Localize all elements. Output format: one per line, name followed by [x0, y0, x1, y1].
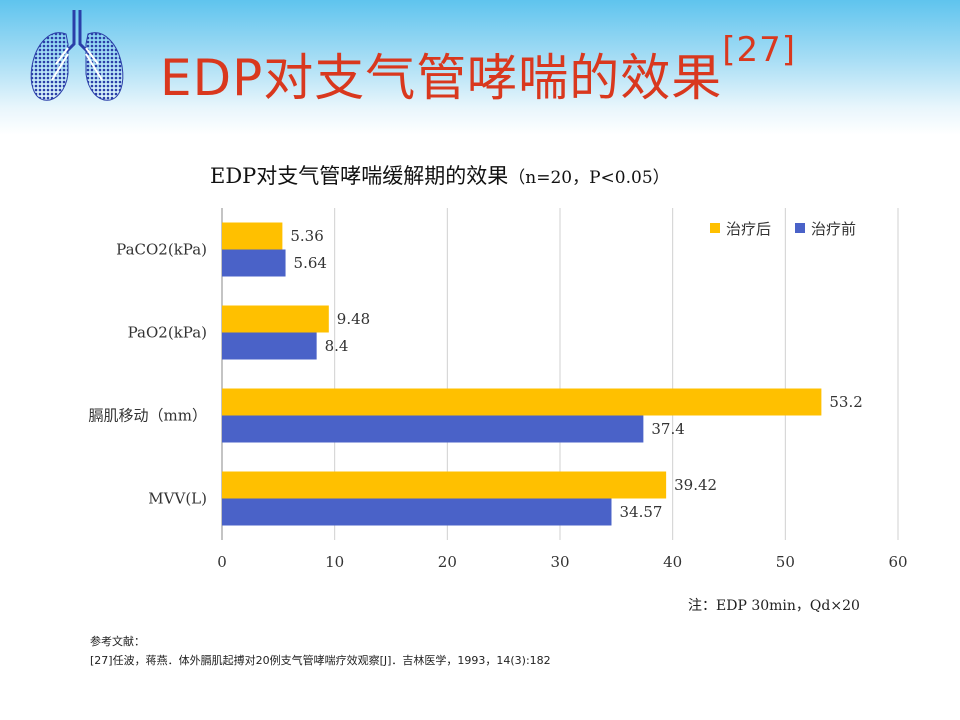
x-tick-label: 10: [325, 553, 344, 571]
references: 参考文献： [27]任波，蒋燕．体外膈肌起搏对20例支气管哮喘疗效观察[J]．吉…: [90, 632, 551, 670]
x-tick-label: 20: [438, 553, 457, 571]
legend-swatch: [710, 223, 720, 233]
chart-title: EDP对支气管哮喘缓解期的效果（n=20，P<0.05）: [210, 160, 670, 190]
chart-title-text: EDP对支气管哮喘缓解期的效果: [210, 164, 509, 188]
chart-note: 注：EDP 30min，Qd×20: [688, 598, 860, 614]
y-category-label: PaO2(kPa): [128, 324, 207, 342]
bar: [222, 222, 283, 250]
header-band: [0, 0, 960, 135]
slide-title-text: EDP对支气管哮喘的效果: [160, 49, 723, 107]
legend-swatch: [795, 223, 805, 233]
references-heading: 参考文献：: [90, 635, 145, 648]
bar: [222, 388, 822, 416]
legend-label: 治疗前: [811, 220, 856, 238]
data-label: 39.42: [674, 476, 717, 494]
y-category-label: 膈肌移动（mm）: [89, 407, 207, 425]
data-label: 8.4: [325, 337, 349, 355]
legend-label: 治疗后: [726, 220, 771, 238]
x-tick-label: 0: [217, 553, 227, 571]
bar: [222, 332, 317, 360]
data-label: 9.48: [337, 310, 370, 328]
bar: [222, 249, 286, 277]
reference-item: [27]任波，蒋燕．体外膈肌起搏对20例支气管哮喘疗效观察[J]．吉林医学，19…: [90, 654, 551, 667]
bar: [222, 471, 667, 499]
y-category-label: PaCO2(kPa): [116, 241, 207, 259]
data-label: 37.4: [651, 420, 684, 438]
slide-title: EDP对支气管哮喘的效果[27]: [160, 30, 796, 110]
data-label: 53.2: [829, 393, 862, 411]
bar: [222, 415, 644, 443]
data-label: 34.57: [619, 503, 662, 521]
lungs-logo-icon: [30, 10, 124, 101]
chart-subtitle: （n=20，P<0.05）: [508, 168, 670, 188]
slide-title-ref: [27]: [722, 30, 797, 70]
bar: [222, 305, 329, 333]
x-tick-label: 60: [888, 553, 907, 571]
y-category-label: MVV(L): [148, 490, 207, 508]
x-tick-label: 30: [550, 553, 569, 571]
x-tick-label: 50: [776, 553, 795, 571]
bar: [222, 498, 612, 526]
data-label: 5.64: [294, 254, 327, 272]
data-label: 5.36: [290, 227, 323, 245]
x-tick-label: 40: [663, 553, 682, 571]
